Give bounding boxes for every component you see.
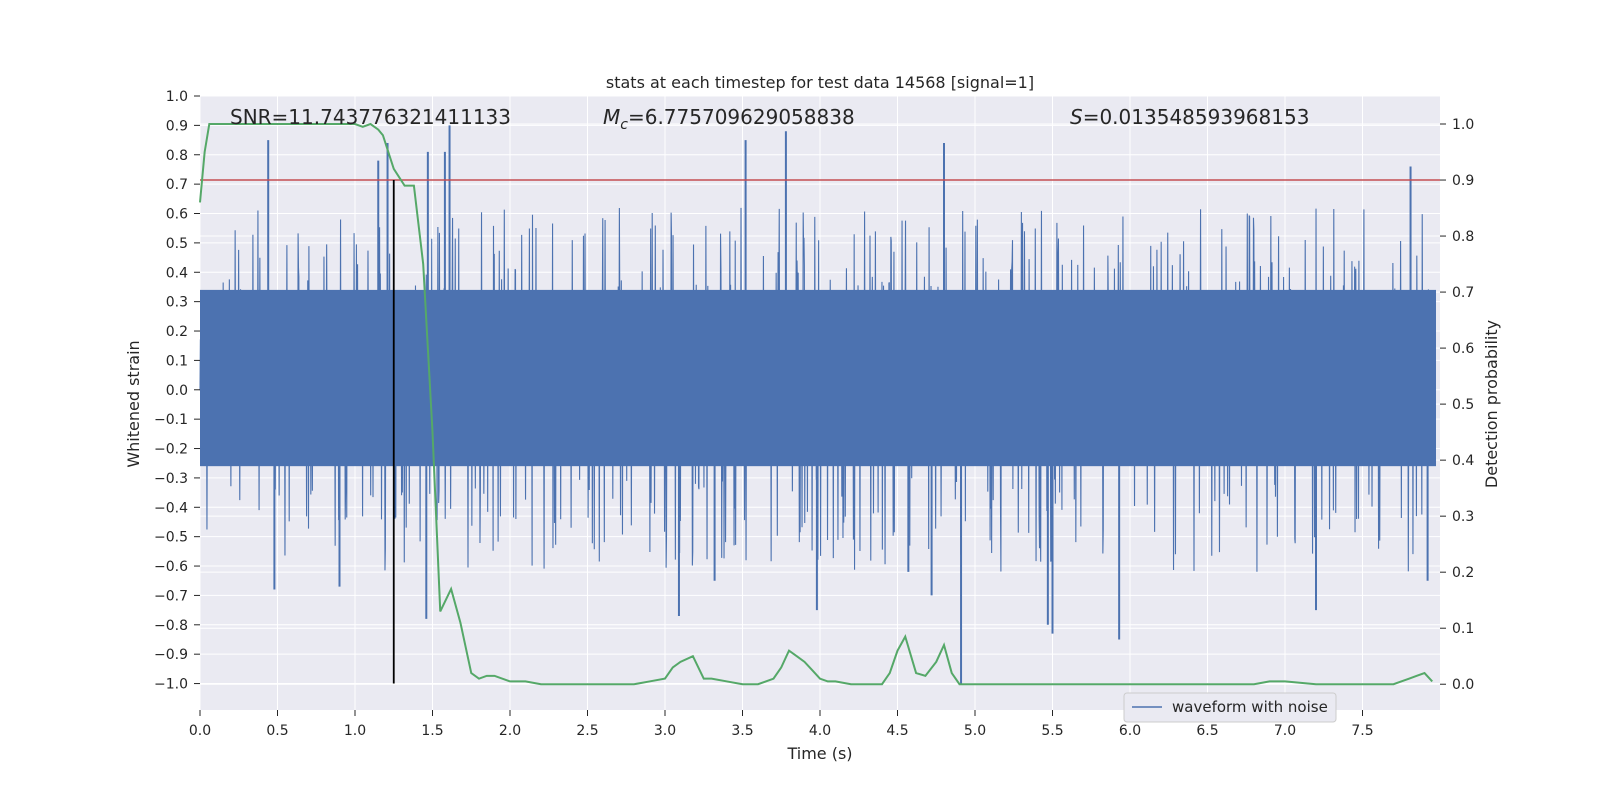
y2-tick-label: 1.0 <box>1452 117 1474 133</box>
y2-axis-label: Detection probability <box>1482 320 1501 488</box>
chirp-mass-subscript: c <box>620 117 628 133</box>
legend-box <box>1123 692 1337 723</box>
x-tick-label: 3.5 <box>731 723 753 739</box>
x-tick-label: 0.0 <box>189 723 211 739</box>
probability-curve <box>199 122 1433 686</box>
y-tick-label: −0.7 <box>154 588 188 604</box>
x-tick-label: 4.0 <box>809 723 831 739</box>
x-tick-label: 6.0 <box>1119 723 1141 739</box>
y2-tick-label: 0.7 <box>1452 285 1474 301</box>
y-tick-label: −0.9 <box>154 647 188 663</box>
probability-series <box>199 122 1433 686</box>
chart-title: stats at each timestep for test data 145… <box>606 73 1034 92</box>
chirp-mass-value: =6.775709629058838 <box>628 105 855 129</box>
spin-value: =0.013548593968153 <box>1083 105 1310 129</box>
x-axis-ticks: 0.0 0.5 1.0 1.5 2.0 2.5 3.0 3.5 4.0 4.5 5.0 5.5 6.0 6… <box>189 710 1374 739</box>
x-axis-label: Time (s) <box>786 744 852 763</box>
y-tick-label: 0.5 <box>166 236 188 252</box>
y-tick-label: −0.5 <box>154 530 188 546</box>
y-tick-label: 0.0 <box>166 383 188 399</box>
y2-tick-label: 0.8 <box>1452 229 1474 245</box>
spin-annotation: S=0.013548593968153 <box>1070 105 1309 129</box>
y2-tick-label: 0.0 <box>1452 677 1474 693</box>
y-tick-label: 0.8 <box>166 148 188 164</box>
overlays <box>200 179 1440 684</box>
y-tick-label: 0.7 <box>166 177 188 193</box>
y2-tick-label: 0.1 <box>1452 621 1474 637</box>
x-tick-label: 2.0 <box>499 723 521 739</box>
y2-tick-label: 0.4 <box>1452 453 1474 469</box>
y-tick-label: −0.3 <box>154 471 188 487</box>
y2-tick-label: 0.6 <box>1452 341 1474 357</box>
y-tick-label: −0.4 <box>154 500 188 516</box>
y-tick-label: 0.3 <box>166 295 188 311</box>
x-tick-label: 7.5 <box>1351 723 1373 739</box>
x-tick-label: 0.5 <box>266 723 288 739</box>
x-tick-label: 1.0 <box>344 723 366 739</box>
y-tick-label: −0.2 <box>154 442 188 458</box>
y2-tick-label: 0.9 <box>1452 173 1474 189</box>
y-tick-label: −0.1 <box>154 412 188 428</box>
y-axis-label: Whitened strain <box>124 340 143 467</box>
y2-tick-label: 0.2 <box>1452 565 1474 581</box>
y-tick-label: 0.6 <box>166 207 188 223</box>
snr-annotation: SNR=11.743776321411133 <box>230 105 511 129</box>
y-tick-label: 0.9 <box>166 118 188 134</box>
legend-entry-waveform: waveform with noise <box>1172 698 1328 716</box>
x-tick-label: 1.5 <box>421 723 443 739</box>
y-tick-label: 1.0 <box>166 89 188 105</box>
x-tick-label: 2.5 <box>576 723 598 739</box>
y-tick-label: 0.4 <box>166 265 188 281</box>
y-tick-label: −0.8 <box>154 618 188 634</box>
y2-tick-label: 0.3 <box>1452 509 1474 525</box>
y-tick-label: 0.2 <box>166 324 188 340</box>
chirp-mass-annotation: Mc=6.775709629058838 <box>603 105 855 133</box>
x-tick-label: 5.0 <box>964 723 986 739</box>
chirp-mass-symbol: M <box>603 105 620 129</box>
y2-axis-ticks: 1.0 0.9 0.8 0.7 0.6 0.5 0.4 0.3 0.2 0.1 0.0 <box>1440 117 1474 693</box>
x-tick-label: 4.5 <box>886 723 908 739</box>
y-tick-label: −0.6 <box>154 559 188 575</box>
waveform-series <box>199 125 1436 684</box>
x-tick-label: 6.5 <box>1196 723 1218 739</box>
y2-tick-label: 0.5 <box>1452 397 1474 413</box>
x-tick-label: 3.0 <box>654 723 676 739</box>
x-tick-label: 5.5 <box>1041 723 1063 739</box>
waveform-core-band <box>200 289 1436 467</box>
x-tick-label: 7.0 <box>1274 723 1296 739</box>
y-tick-label: 0.1 <box>166 353 188 369</box>
y-tick-label: −1.0 <box>154 677 188 693</box>
y-axis-ticks: 1.0 0.9 0.8 0.7 0.6 0.5 0.4 0.3 0.2 0.1 0.0 −0.1 −0.… <box>154 89 200 693</box>
legend: waveform with noise <box>1123 692 1337 723</box>
spin-symbol: S <box>1070 105 1083 129</box>
